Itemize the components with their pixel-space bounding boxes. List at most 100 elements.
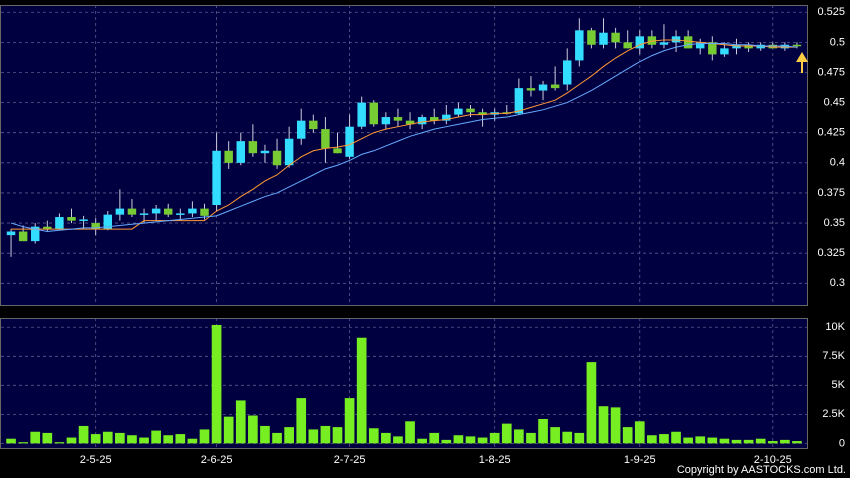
candle-body [526,88,536,91]
volume-bar [610,407,621,444]
volume-bar [223,416,234,444]
volume-bar [429,432,440,444]
candle-body [357,102,366,127]
volume-bar [139,437,149,444]
y-tick-label: 10K [825,321,845,333]
volume-bar [127,435,137,444]
volume-bar [344,398,355,444]
y-tick-label: 0.475 [817,66,845,78]
candle-body [91,223,100,230]
candle-body [79,219,88,221]
candle-body [454,108,463,115]
y-tick-label: 0.4 [830,157,845,169]
y-tick-label: 2.5K [822,408,845,420]
volume-bar [767,441,778,444]
volume-bar [296,398,307,444]
candle-body [768,44,778,49]
volume-bar [308,429,319,444]
candle-body [18,231,28,242]
volume-bar [441,439,452,444]
candle-body [55,217,64,230]
candle-body [260,150,270,154]
candle-body [575,30,584,61]
volume-bar [42,432,53,444]
volume-bar [501,423,512,444]
volume-bar [417,438,427,444]
volume-bar [90,434,101,444]
candle-body [623,42,632,49]
candle-body [587,30,596,45]
volume-bar [320,425,331,444]
candle-body [744,44,753,49]
y-tick-label: 5K [832,379,846,391]
y-tick-label: 0.525 [817,6,845,18]
candle-body [115,208,125,215]
volume-bar [393,436,403,444]
y-tick-label: 0.375 [817,187,845,199]
candle-body [309,120,318,130]
candle-body [30,226,40,242]
volume-bar [731,439,742,444]
y-tick-label: 0.45 [824,96,845,108]
candle-body [272,150,282,166]
candle-body [417,117,427,125]
volume-bar [381,432,391,444]
candle-body [188,208,197,214]
volume-bar [671,431,681,444]
x-tick-label: 2-10-25 [754,454,792,466]
candle-body [43,226,52,230]
candle-body [647,36,657,45]
ma-line [10,43,798,233]
volume-bar [792,441,802,444]
candle-body [562,60,572,85]
volume-bar [780,439,790,444]
x-tick-label: 2-5-25 [80,454,112,466]
volume-bar [187,438,198,444]
candle-body [405,120,415,125]
y-tick-label: 0.35 [824,217,845,229]
candle-body [381,117,391,125]
candle-body [550,84,560,89]
candle-body [333,148,342,154]
volume-bar [550,427,560,444]
candle-body [127,208,137,215]
candle-body [780,44,790,49]
volume-bar [465,436,476,444]
candle-body [200,208,209,216]
volume-bar [54,442,65,444]
x-tick-label: 1-9-25 [624,454,656,466]
volume-bar [248,415,258,444]
volume-bar [199,429,210,444]
volume-bar [405,421,415,444]
candle-body [442,114,451,121]
candle-body [756,44,765,49]
volume-bar [647,435,657,444]
volume-bar [526,432,536,444]
candle-body [345,126,354,157]
volume-bar [211,324,222,444]
y-tick-label: 0.5 [830,36,845,48]
volume-bar [175,434,186,444]
volume-bar [634,421,645,444]
x-tick-label: 2-6-25 [201,454,233,466]
volume-bar [18,442,28,444]
volume-bar [272,432,282,444]
candle-body [466,108,475,113]
candle-body [151,208,161,214]
volume-bar [453,435,464,444]
volume-bar [743,439,754,444]
candle-body [732,44,741,49]
candle-body [659,42,669,45]
candle-body [599,32,608,45]
volume-bar [115,432,125,444]
volume-bar [6,438,16,444]
candle-body [103,214,113,230]
volume-bar [538,418,548,444]
y-tick-label: 0.325 [817,247,845,259]
volume-bar [78,425,89,444]
volume-bar [163,435,174,444]
x-tick-label: 2-7-25 [334,454,366,466]
volume-bar [755,438,766,444]
volume-bar [695,436,706,444]
